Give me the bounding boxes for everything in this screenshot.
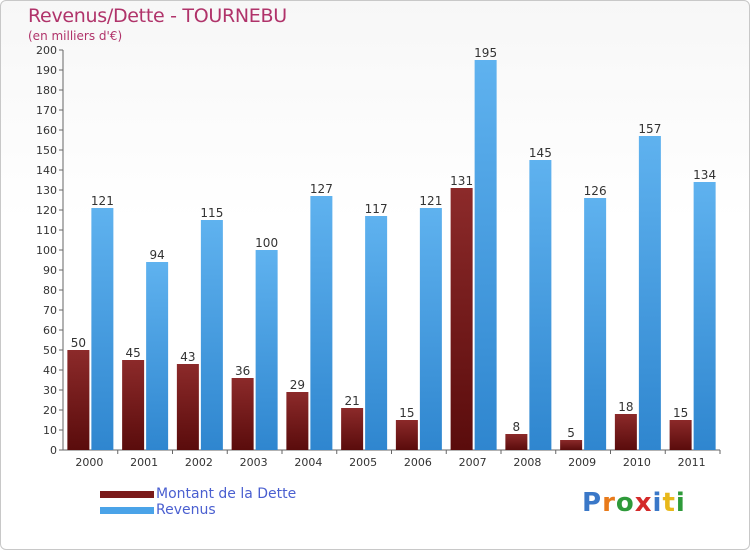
data-label-debt: 18 (618, 400, 633, 414)
bar-revenus (693, 182, 716, 450)
x-tick-label: 2001 (130, 456, 158, 469)
y-tick-label: 190 (36, 64, 57, 77)
bar-revenus (146, 262, 169, 450)
bar-debt (286, 392, 309, 450)
legend-label-debt: Montant de la Dette (156, 486, 297, 502)
data-label-debt: 43 (180, 350, 195, 364)
bar-revenus (200, 220, 223, 450)
data-label-revenus: 195 (474, 46, 497, 60)
proxiti-logo: Proxiti (582, 488, 686, 518)
x-tick-label: 2000 (75, 456, 103, 469)
data-label-debt: 21 (344, 394, 359, 408)
legend-item-debt: Montant de la Dette (100, 486, 296, 502)
bar-revenus (365, 216, 388, 450)
bar-debt (122, 360, 145, 450)
data-label-debt: 45 (125, 346, 140, 360)
chart-subtitle: (en milliers d'€) (28, 29, 123, 43)
y-tick-label: 100 (36, 244, 57, 257)
logo-letter: x (634, 488, 653, 518)
data-label-revenus: 94 (149, 248, 164, 262)
bar-debt (231, 378, 254, 450)
bar-debt (560, 440, 583, 450)
bar-revenus (419, 208, 442, 450)
bar-revenus (91, 208, 114, 450)
y-tick-label: 130 (36, 184, 57, 197)
x-tick-label: 2003 (240, 456, 268, 469)
bar-debt (67, 350, 90, 450)
logo-letter: t (662, 488, 676, 518)
y-tick-label: 110 (36, 224, 57, 237)
data-label-revenus: 134 (693, 168, 716, 182)
bar-debt (341, 408, 364, 450)
x-tick-label: 2004 (294, 456, 322, 469)
y-tick-label: 60 (43, 324, 57, 337)
y-tick-label: 120 (36, 204, 57, 217)
x-tick-label: 2002 (185, 456, 213, 469)
data-label-revenus: 100 (255, 236, 278, 250)
legend-item-revenus: Revenus (100, 502, 296, 518)
y-tick-label: 30 (43, 384, 57, 397)
x-tick-label: 2008 (513, 456, 541, 469)
x-tick-label: 2010 (623, 456, 651, 469)
data-label-revenus: 117 (365, 202, 388, 216)
logo-letter: o (615, 488, 635, 518)
logo-letter: i (652, 488, 663, 518)
logo-letter: i (675, 488, 686, 518)
bar-revenus (529, 160, 552, 450)
x-tick-label: 2005 (349, 456, 377, 469)
y-tick-label: 170 (36, 104, 57, 117)
data-label-debt: 15 (399, 406, 414, 420)
y-tick-label: 50 (43, 344, 57, 357)
logo-letter: P (582, 488, 603, 518)
y-tick-label: 0 (50, 444, 57, 457)
data-label-revenus: 157 (638, 122, 661, 136)
data-label-revenus: 115 (200, 206, 223, 220)
legend: Montant de la Dette Revenus (100, 486, 296, 518)
y-tick-label: 80 (43, 284, 57, 297)
bar-revenus (584, 198, 607, 450)
data-label-revenus: 121 (91, 194, 114, 208)
y-tick-label: 160 (36, 124, 57, 137)
x-tick-label: 2011 (678, 456, 706, 469)
logo-letter: r (602, 488, 616, 518)
legend-swatch-revenus (100, 506, 154, 514)
x-tick-label: 2009 (568, 456, 596, 469)
bar-debt (450, 188, 473, 450)
bar-revenus (255, 250, 278, 450)
y-tick-label: 40 (43, 364, 57, 377)
legend-label-revenus: Revenus (156, 502, 216, 518)
bar-revenus (638, 136, 661, 450)
data-label-debt: 5 (567, 426, 575, 440)
data-label-revenus: 121 (419, 194, 442, 208)
bar-debt (176, 364, 199, 450)
data-label-debt: 131 (450, 174, 473, 188)
bar-revenus (310, 196, 333, 450)
y-tick-label: 180 (36, 84, 57, 97)
bar-revenus (474, 60, 497, 450)
data-label-revenus: 145 (529, 146, 552, 160)
bar-debt (669, 420, 692, 450)
y-tick-label: 10 (43, 424, 57, 437)
data-label-debt: 36 (235, 364, 250, 378)
data-label-revenus: 126 (584, 184, 607, 198)
x-tick-label: 2007 (459, 456, 487, 469)
data-label-debt: 15 (673, 406, 688, 420)
bar-debt (505, 434, 528, 450)
y-tick-label: 140 (36, 164, 57, 177)
y-tick-label: 70 (43, 304, 57, 317)
y-tick-label: 200 (36, 44, 57, 57)
bar-debt (395, 420, 418, 450)
y-tick-label: 20 (43, 404, 57, 417)
y-tick-label: 90 (43, 264, 57, 277)
bar-debt (614, 414, 637, 450)
data-label-debt: 29 (290, 378, 305, 392)
data-label-revenus: 127 (310, 182, 333, 196)
data-label-debt: 8 (513, 420, 521, 434)
chart-title: Revenus/Dette - TOURNEBU (28, 5, 287, 27)
legend-swatch-debt (100, 490, 154, 498)
data-label-debt: 50 (71, 336, 86, 350)
y-tick-label: 150 (36, 144, 57, 157)
x-tick-label: 2006 (404, 456, 432, 469)
